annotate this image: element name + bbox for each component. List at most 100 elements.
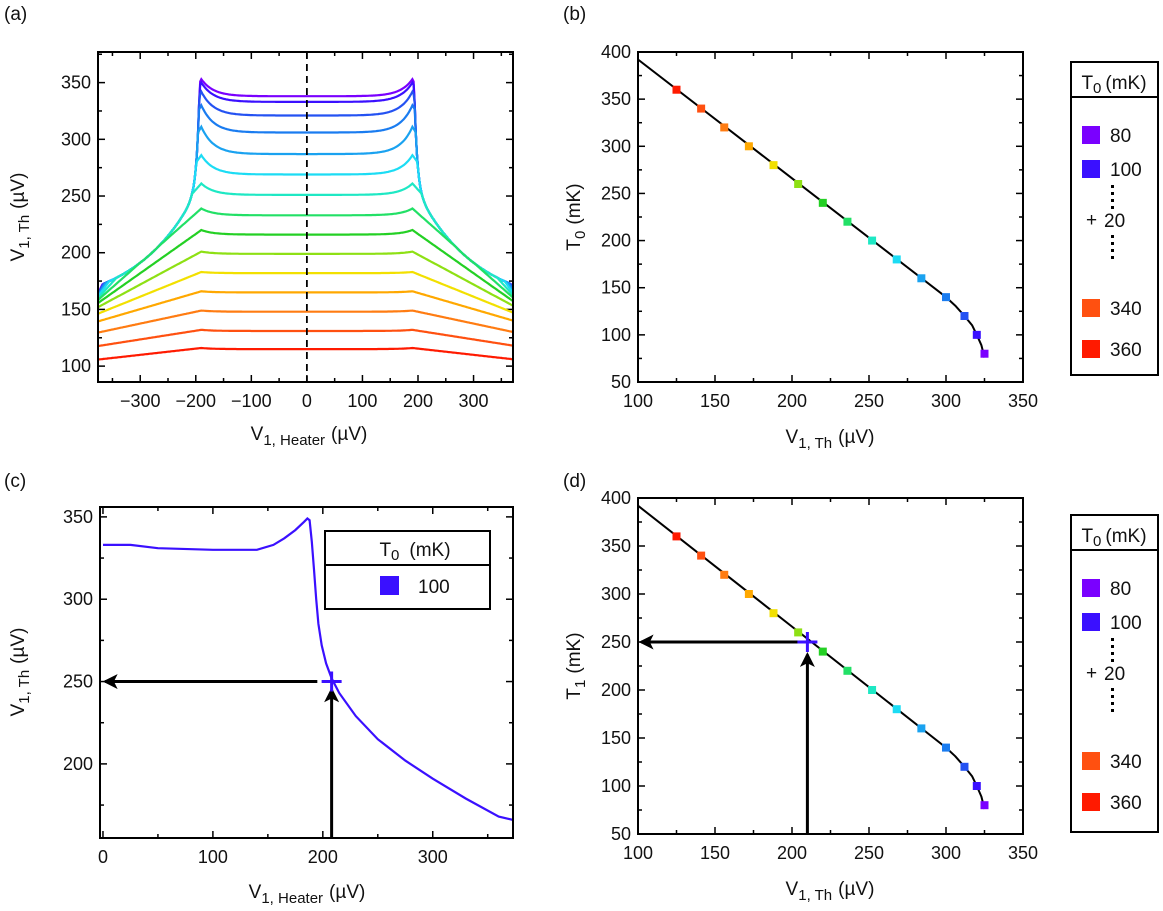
panel-label-c: (c) <box>4 471 26 492</box>
y-axis-title-main: V <box>8 248 29 261</box>
series-line-t0-240 <box>98 228 513 304</box>
legend-ellipsis-dot <box>1111 645 1114 648</box>
plot-area <box>103 517 513 821</box>
y-tick-label: 400 <box>601 42 631 62</box>
y-tick-label: 200 <box>601 231 631 251</box>
y-axis-title-unit: (mK) <box>564 183 585 224</box>
y-axis-title: T1 (mK) <box>564 632 589 699</box>
plot-frame <box>97 51 514 383</box>
y-tick-label: 150 <box>61 299 91 319</box>
x-tick-label: 300 <box>459 391 489 411</box>
y-tick-label: 300 <box>63 589 93 609</box>
legend-label-100: 100 <box>1110 613 1142 634</box>
y-tick-label: 200 <box>61 243 91 263</box>
x-tick-label: 250 <box>854 843 884 863</box>
data-point-t0-100 <box>972 330 981 339</box>
series-line-t0-320 <box>98 309 513 334</box>
series-line-t0-120 <box>98 89 513 295</box>
x-tick-label: 200 <box>308 847 338 867</box>
data-point-t0-280 <box>769 161 778 170</box>
legend-header-subscript: 0 <box>1093 533 1101 550</box>
y-axis-title-subscript: 1, Th <box>16 670 33 704</box>
legend-header-subscript: 0 <box>391 547 399 564</box>
y-axis-title-main: T <box>564 239 585 251</box>
x-tick-label: −100 <box>231 391 272 411</box>
legend-ellipsis-dot <box>1111 235 1114 238</box>
data-point-t0-260 <box>794 628 803 637</box>
legend-ellipsis-dot <box>1111 256 1114 259</box>
plot-area <box>638 504 986 810</box>
data-point-t0-120 <box>960 312 969 320</box>
legend-ellipsis-dot <box>1111 206 1114 209</box>
y-axis-title: V1, Th (µV) <box>8 173 33 262</box>
y-tick-label: 350 <box>601 89 631 109</box>
x-tick-label: 0 <box>98 847 108 867</box>
x-axis-title-main: V <box>251 424 264 445</box>
x-tick-label: 150 <box>700 843 730 863</box>
series-line-t0-180 <box>98 153 513 298</box>
plot-frame <box>637 497 1024 835</box>
x-tick-label: −300 <box>120 391 161 411</box>
x-axis-title-unit: (µV) <box>329 882 365 903</box>
legend-header: T0 (mK) <box>1081 73 1146 97</box>
legend-header: T0 (mK) <box>1081 526 1146 550</box>
legend-step-value: 20 <box>1104 664 1125 685</box>
chart-panel-b: 100 150 200 250 300 3505010015020025030035040… <box>564 42 1038 452</box>
data-point-t0-220 <box>843 666 852 675</box>
x-tick-label: 200 <box>403 391 433 411</box>
x-tick-label: 0 <box>302 391 312 411</box>
legend-ellipsis-dot <box>1111 652 1114 655</box>
data-point-t0-320 <box>720 570 729 579</box>
data-point-t0-160 <box>917 274 926 283</box>
legend-header: T0 (mK) <box>379 540 450 564</box>
legend-ellipsis-dot <box>1111 695 1114 698</box>
legend-ellipsis-dot <box>1111 199 1114 202</box>
x-tick-label: 300 <box>931 843 961 863</box>
legend-swatch-100 <box>1082 613 1100 631</box>
x-tick-label: 350 <box>1008 843 1038 863</box>
legend-ellipsis-dot <box>1111 638 1114 641</box>
legend-step-plus: + <box>1086 210 1097 231</box>
x-tick-label: 100 <box>347 391 377 411</box>
data-point-t0-140 <box>942 293 950 302</box>
y-axis-title: V1, Th (µV) <box>8 628 33 717</box>
legend-label-80: 80 <box>1110 126 1131 147</box>
data-point-t0-300 <box>744 590 753 598</box>
y-tick-label: 300 <box>61 129 91 149</box>
plus-marker <box>321 671 342 692</box>
legend-swatch-80 <box>1082 126 1100 144</box>
legend-label-360: 360 <box>1110 340 1142 361</box>
data-point-t0-340 <box>697 104 706 113</box>
y-tick-label: 300 <box>601 584 631 604</box>
y-tick-label: 100 <box>601 325 631 345</box>
x-axis-title-subscript: 1, Th <box>798 887 832 904</box>
y-axis-title-subscript: 1 <box>572 680 589 688</box>
legend-box <box>1070 61 1159 376</box>
series-line-t0-100 <box>103 517 513 821</box>
chart-panel-d: 100 150 200 250 300 3505010015020025030035040… <box>564 488 1038 904</box>
panel-label-b: (b) <box>563 4 586 25</box>
legend-swatch-100 <box>380 576 399 595</box>
legend-ellipsis-dot <box>1111 185 1114 188</box>
x-axis-title-subscript: 1, Heater <box>263 432 325 449</box>
legend-box <box>1070 514 1159 833</box>
x-axis-title-subscript: 1, Th <box>798 435 832 452</box>
data-point-t0-320 <box>720 123 729 132</box>
x-tick-label: 250 <box>854 391 884 411</box>
legend-swatch-360 <box>1082 793 1100 811</box>
y-axis-title-unit: (µV) <box>8 173 29 209</box>
y-axis-title-unit: (µV) <box>8 628 29 664</box>
data-point-t0-240 <box>818 647 827 656</box>
y-tick-label: 400 <box>601 488 631 508</box>
y-tick-label: 250 <box>601 632 631 652</box>
plot-frame <box>99 506 514 839</box>
series-line-t0-300 <box>98 290 513 323</box>
y-tick-label: 150 <box>601 278 631 298</box>
data-point-t0-200 <box>868 686 877 694</box>
y-tick-label: 200 <box>601 680 631 700</box>
x-axis-title-main: V <box>249 882 262 903</box>
data-point-t0-200 <box>868 236 877 245</box>
legend-swatch-360 <box>1082 340 1100 358</box>
legend-ellipsis-dot <box>1111 242 1114 245</box>
